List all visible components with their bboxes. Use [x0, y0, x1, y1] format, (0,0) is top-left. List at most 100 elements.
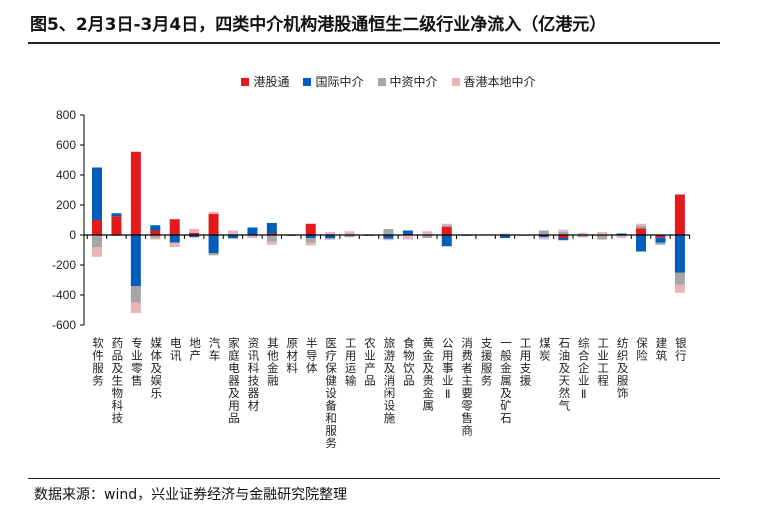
footer-divider [28, 478, 720, 479]
bar-segment [247, 235, 258, 238]
bar-segment [189, 229, 200, 233]
bar-segment [422, 235, 433, 238]
bar-segment [130, 235, 141, 286]
bar-segment [305, 223, 316, 235]
x-tick-label: 纺织及服饰 [615, 337, 630, 400]
x-tick-label: 其他金融 [265, 337, 280, 387]
bar-segment [305, 242, 316, 246]
bar-segment [383, 238, 394, 241]
bar-segment [344, 235, 355, 238]
x-tick-label: 工用运输 [343, 337, 358, 387]
x-tick-label: 医疗保健设备和服务 [324, 337, 339, 450]
x-tick-label: 软件服务 [91, 337, 105, 387]
legend-swatch [303, 77, 312, 86]
chart-title: 图5、2月3日-3月4日，四类中介机构港股通恒生二级行业净流入（亿港元） [30, 15, 607, 35]
legend-item: 中资中介 [377, 73, 438, 90]
x-tick-label: 保险 [635, 337, 650, 362]
bar-segment [655, 237, 666, 243]
bar-segment [208, 214, 219, 235]
y-tick-label: -400 [52, 288, 76, 302]
legend-label: 香港本地中介 [463, 75, 536, 89]
bar-segment [150, 230, 161, 235]
legend-label: 中资中介 [389, 75, 438, 89]
bar-segment [558, 238, 569, 241]
x-tick-label: 消费者主要零售商 [460, 337, 475, 437]
bar-segment [208, 253, 219, 256]
y-tick-label: 600 [56, 138, 76, 152]
x-tick-label: 工业工程 [596, 337, 611, 387]
x-tick-label: 煤炭 [537, 337, 552, 362]
y-tick-label: -600 [52, 318, 76, 332]
x-tick-label: 汽车 [207, 337, 222, 362]
bar-segment [150, 238, 161, 240]
bar-segment [500, 235, 511, 238]
bar-segment [92, 220, 102, 235]
bar-segment [441, 225, 452, 227]
bar-segment [150, 225, 161, 231]
x-tick-label: 支援服务 [479, 337, 494, 387]
bar-segment [616, 235, 627, 238]
legend-swatch [377, 77, 386, 86]
x-tick-label: 石油及天然气 [557, 337, 572, 412]
bar-segment [636, 228, 647, 235]
bar-segment [325, 235, 336, 238]
bar-segment [674, 194, 685, 235]
bar-segment [616, 233, 627, 235]
bar-segment [208, 235, 219, 253]
x-tick-label: 公用事业Ⅱ [440, 337, 455, 402]
bar-segment [150, 235, 161, 238]
bar-segment [111, 216, 122, 235]
y-tick-label: 0 [69, 228, 76, 242]
bar-segment [228, 230, 239, 235]
bar-segment [441, 226, 452, 235]
bar-segment [305, 238, 316, 243]
bar-segment [344, 231, 355, 235]
bar-segment [305, 235, 316, 238]
legend-swatch [241, 77, 250, 86]
legend-item: 港股通 [241, 73, 289, 90]
legend-item: 国际中介 [303, 73, 364, 90]
y-tick-label: 400 [56, 168, 76, 182]
bar-segment [597, 232, 608, 235]
x-tick-label: 食物饮品 [401, 337, 416, 387]
x-tick-label: 综合企业Ⅱ [576, 337, 591, 402]
bar-segment [169, 242, 180, 247]
bar-segment [228, 235, 239, 238]
y-tick-label: 200 [56, 198, 76, 212]
bar-segment [266, 233, 277, 235]
bar-segment [597, 235, 608, 240]
bar-segment [266, 223, 277, 234]
bar-segment [577, 232, 588, 235]
x-tick-label: 银行 [673, 337, 688, 362]
bar-segment [441, 235, 452, 247]
bar-segment [558, 232, 569, 235]
x-tick-label: 一般金属及矿石 [499, 337, 514, 425]
bar-segment [247, 227, 258, 235]
bar-segment [402, 235, 413, 240]
bar-segment [130, 286, 141, 303]
source-note: 数据来源：wind，兴业证券经济与金融研究院整理 [34, 487, 348, 503]
bar-segment [266, 241, 277, 245]
x-tick-label: 旅游及消闲设施 [382, 337, 397, 425]
bar-segment [636, 223, 647, 226]
x-tick-label: 黄金及贵金属 [421, 337, 436, 412]
bar-segment [538, 230, 549, 235]
bar-segment [402, 230, 413, 235]
y-tick-label: -200 [52, 258, 76, 272]
x-tick-label: 半导体 [304, 337, 319, 375]
bar-segment [130, 151, 141, 235]
x-tick-label: 原材料 [285, 337, 300, 375]
legend: 港股通 国际中介 中资中介 香港本地中介 [0, 73, 777, 90]
bar-segment [169, 219, 180, 235]
bar-segment [130, 302, 141, 313]
bar-segment [208, 211, 219, 214]
bar-segment [189, 235, 200, 238]
bar-segment [383, 229, 394, 235]
x-tick-label: 地产 [188, 337, 203, 362]
legend-label: 港股通 [253, 75, 290, 89]
bar-segment [92, 247, 102, 257]
bar-segment [92, 235, 102, 247]
x-tick-label: 工用支援 [518, 337, 533, 387]
bar-segment [655, 235, 666, 238]
legend-label: 国际中介 [315, 75, 364, 89]
